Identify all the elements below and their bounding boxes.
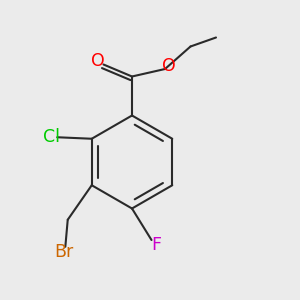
Text: F: F bbox=[151, 236, 161, 253]
Text: Br: Br bbox=[54, 243, 74, 261]
Text: O: O bbox=[162, 57, 176, 75]
Text: Cl: Cl bbox=[43, 128, 60, 146]
Text: O: O bbox=[91, 52, 105, 70]
